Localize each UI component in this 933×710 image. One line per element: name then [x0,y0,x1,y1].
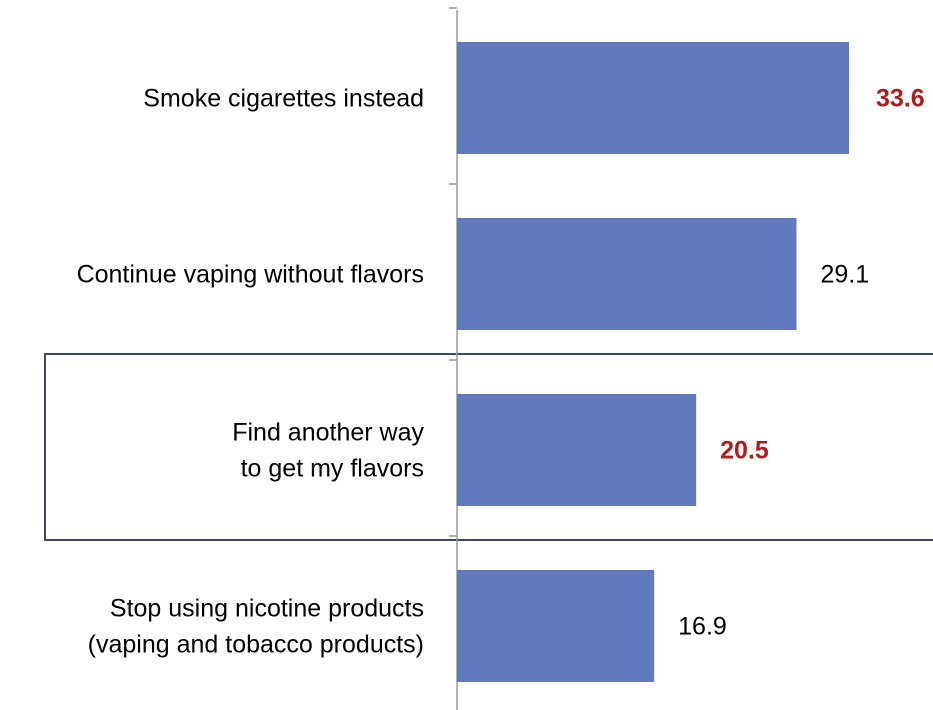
value-label: 20.5 [720,437,769,465]
value-labels: 33.6 29.1 20.5 16.9 [678,85,925,641]
bar [457,570,655,682]
value-label: 33.6 [876,85,925,113]
value-label: 16.9 [678,613,727,641]
category-labels: Smoke cigarettes instead Continue vaping … [77,85,425,659]
category-label: Continue vaping without flavors [77,261,424,289]
bar [457,394,697,506]
category-label: (vaping and tobacco products) [88,631,424,659]
category-label: Smoke cigarettes instead [143,85,424,113]
axis-ticks [449,7,457,537]
bar [457,42,849,154]
category-label: Stop using nicotine products [110,595,424,623]
value-label: 29.1 [821,261,870,289]
highlight-box [44,353,933,541]
bar [457,218,797,330]
category-label: Find another way [232,419,424,447]
bars [457,42,849,682]
category-label: to get my flavors [241,455,424,483]
